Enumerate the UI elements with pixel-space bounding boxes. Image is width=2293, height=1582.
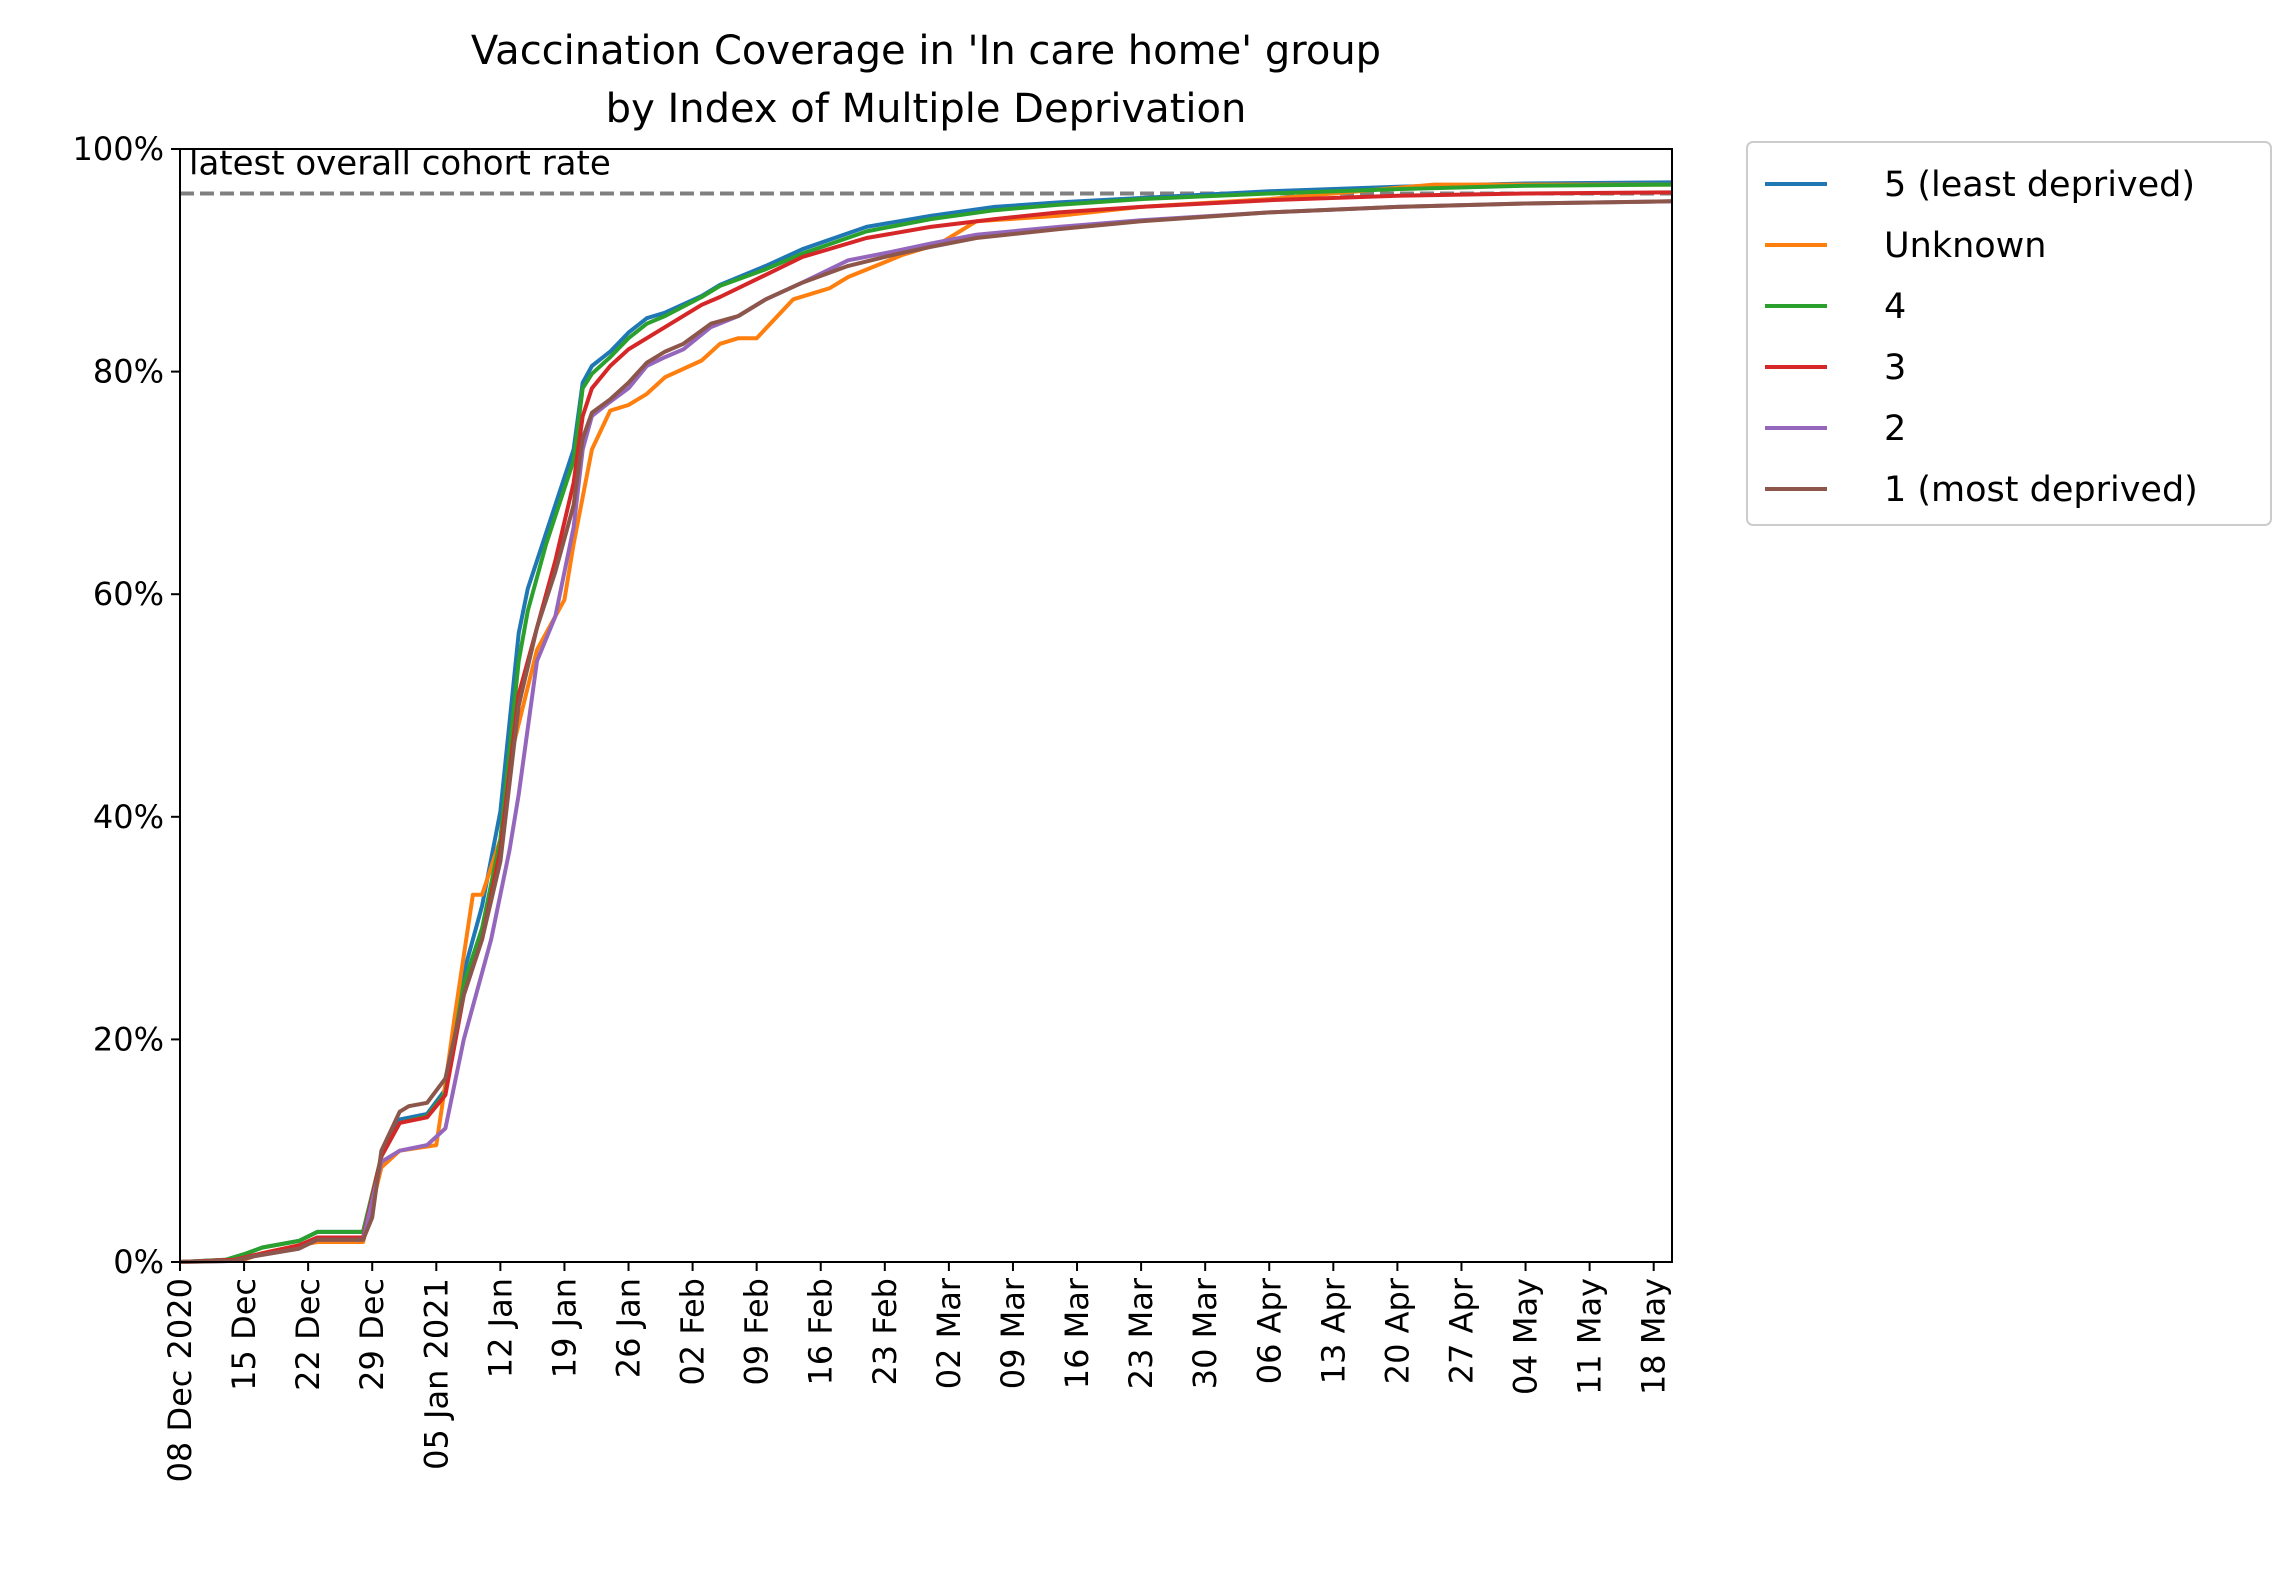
x-tick-label: 13 Apr <box>1314 1277 1352 1384</box>
x-tick-label: 05 Jan 2021 <box>417 1278 455 1470</box>
x-tick-label: 16 Feb <box>802 1278 840 1386</box>
x-tick-label: 08 Dec 2020 <box>161 1278 199 1482</box>
legend-label: Unknown <box>1884 226 2046 266</box>
x-tick-label: 26 Jan <box>610 1278 648 1378</box>
x-tick-label: 06 Apr <box>1250 1277 1288 1384</box>
y-tick-label: 100% <box>73 130 164 168</box>
y-tick-label: 40% <box>93 798 164 836</box>
y-tick-label: 20% <box>93 1020 164 1058</box>
x-tick-label: 09 Mar <box>994 1277 1032 1389</box>
x-tick-label: 12 Jan <box>481 1278 519 1378</box>
legend: 5 (least deprived) Unknown 4 3 2 1 (most depr… <box>1746 141 2272 526</box>
x-tick-label: 02 Mar <box>930 1277 968 1389</box>
x-tick-label: 16 Mar <box>1058 1277 1096 1389</box>
axes-frame <box>179 148 1673 1263</box>
x-tick-label: 30 Mar <box>1186 1277 1224 1389</box>
x-tick-label: 18 May <box>1635 1278 1673 1395</box>
legend-label: 4 <box>1884 287 1906 327</box>
legend-label: 1 (most deprived) <box>1884 470 2198 510</box>
legend-label: 3 <box>1884 348 1906 388</box>
x-tick-label: 27 Apr <box>1442 1277 1480 1384</box>
chart-title: Vaccination Coverage in 'In care home' g… <box>471 28 1381 74</box>
x-tick-label: 11 May <box>1571 1278 1609 1395</box>
x-tick-label: 29 Dec <box>353 1278 391 1391</box>
x-tick-label: 23 Feb <box>866 1278 904 1386</box>
chart-subtitle: by Index of Multiple Deprivation <box>606 86 1247 132</box>
y-tick-label: 80% <box>93 353 164 391</box>
series-line-5 <box>179 199 1673 1264</box>
x-tick-label: 09 Feb <box>738 1278 776 1386</box>
reference-line-label: latest overall cohort rate <box>189 144 611 184</box>
x-tick-label: 15 Dec <box>225 1278 263 1391</box>
x-tick-label: 04 May <box>1507 1278 1545 1395</box>
plot-area: latest overall cohort rate <box>179 144 1673 1264</box>
axes: 0% 20% 40% 60% 80% 100% 08 Dec 2020 15 Dec 22 De… <box>73 130 1673 1482</box>
x-tick-label: 20 Apr <box>1378 1277 1416 1384</box>
series-line-6 <box>179 199 1673 1264</box>
x-tick-label: 02 Feb <box>674 1278 712 1386</box>
y-tick-label: 0% <box>113 1243 164 1281</box>
x-tick-label: 22 Dec <box>289 1278 327 1391</box>
legend-label: 5 (least deprived) <box>1884 165 2195 205</box>
y-tick-label: 60% <box>93 575 164 613</box>
legend-label: 2 <box>1884 409 1906 449</box>
x-tick-label: 19 Jan <box>545 1278 583 1378</box>
x-tick-label: 23 Mar <box>1122 1277 1160 1389</box>
legend-frame <box>1746 141 2272 526</box>
